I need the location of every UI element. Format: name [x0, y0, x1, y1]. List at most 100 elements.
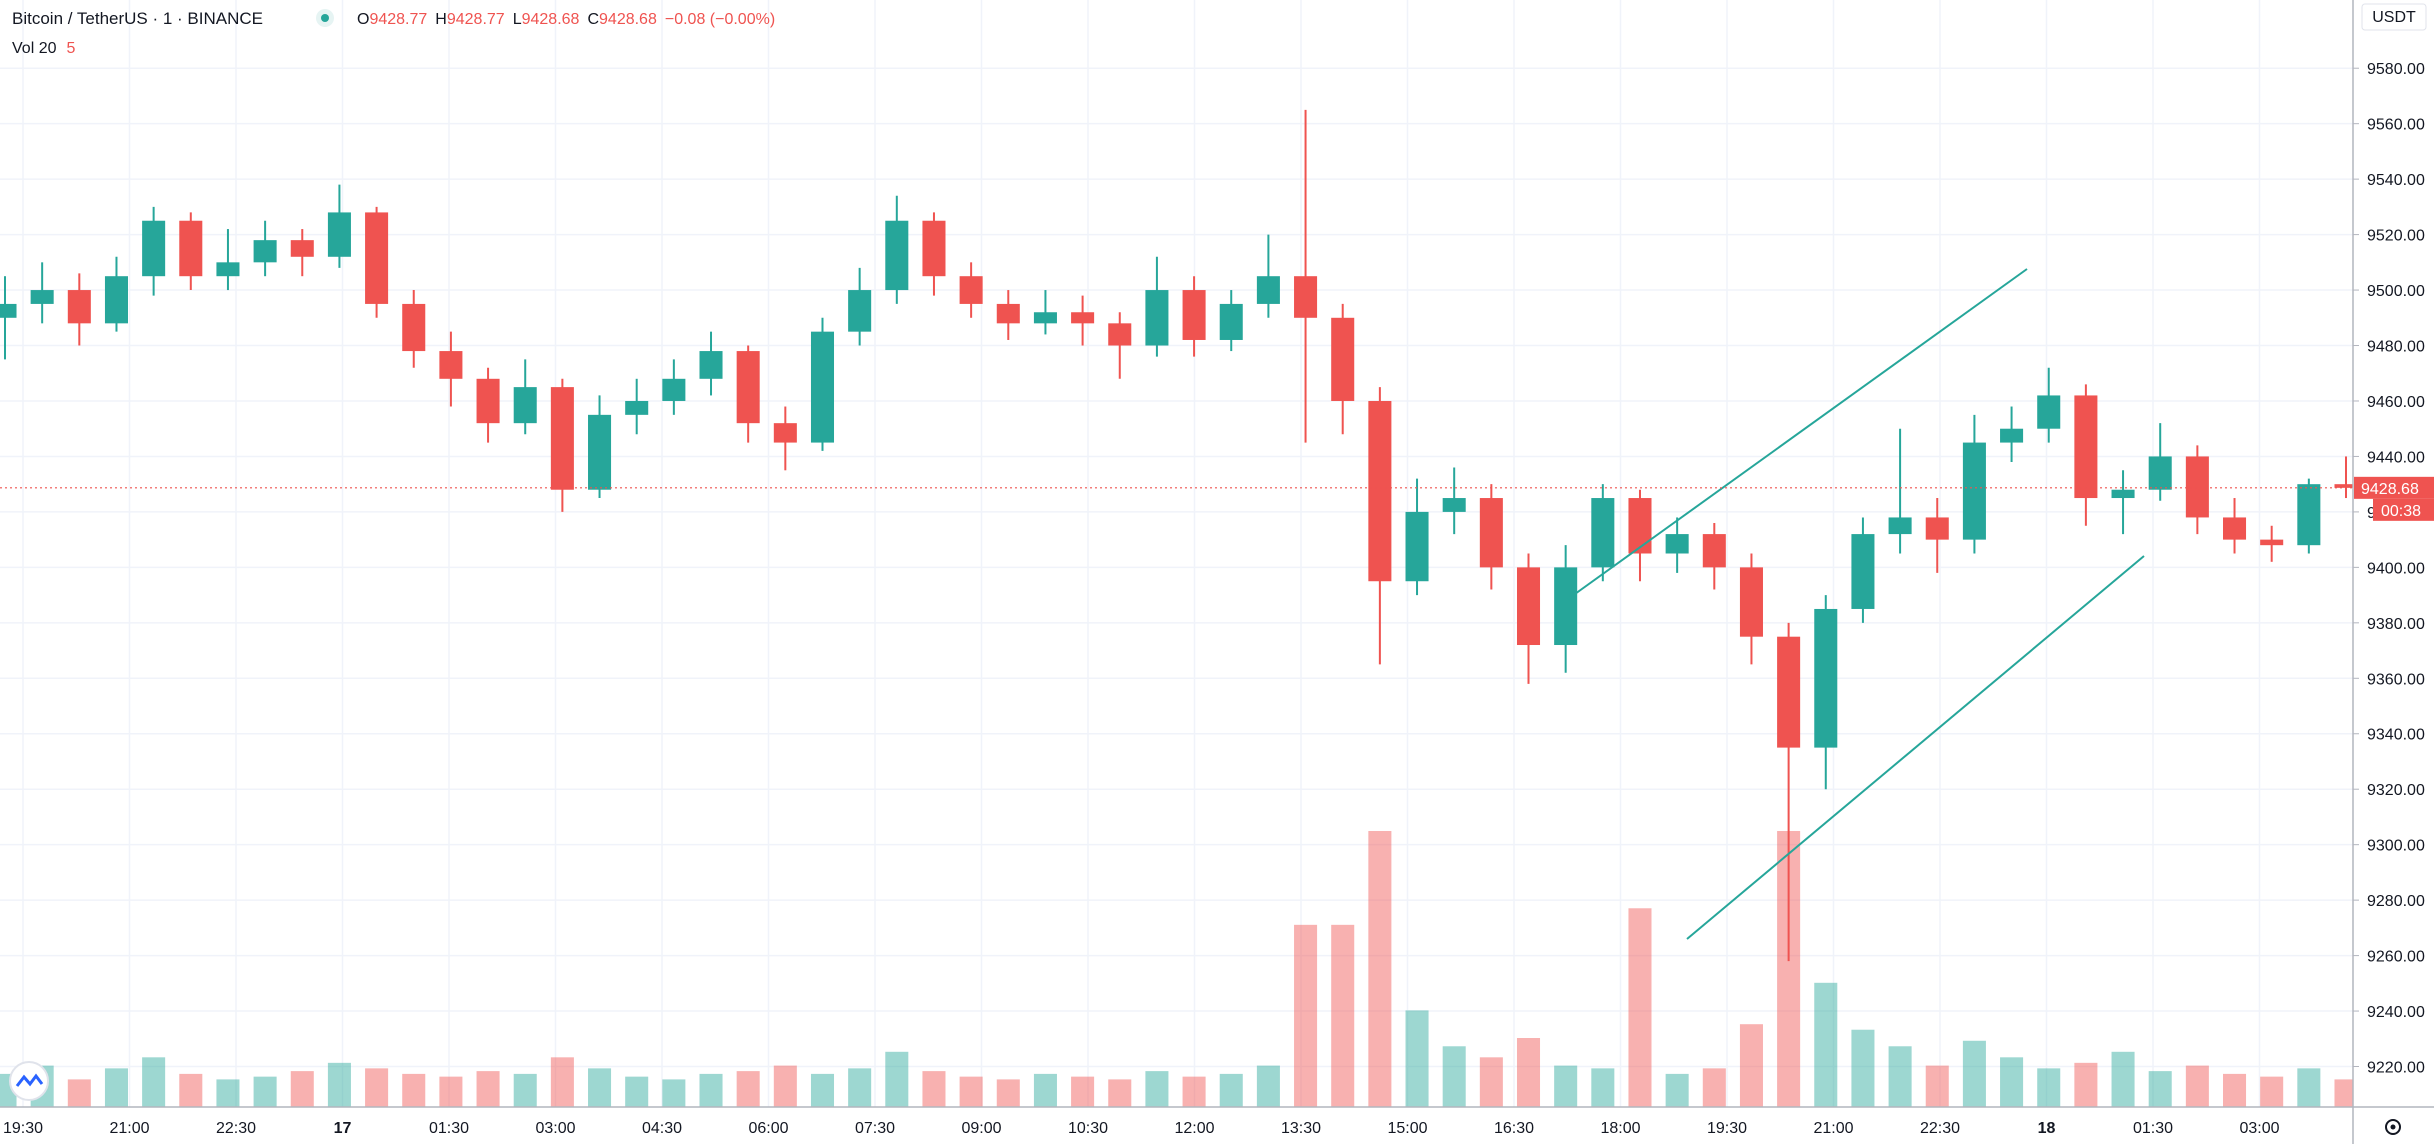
x-tick-label: 22:30 — [1920, 1120, 1960, 1137]
volume-bar — [2111, 1051, 2135, 1107]
candle-body — [2223, 517, 2247, 540]
volume-bar — [773, 1065, 797, 1107]
volume-bar — [1294, 924, 1318, 1107]
candle-body — [1554, 567, 1578, 646]
x-tick-label: 21:00 — [1813, 1120, 1853, 1137]
volume-bar — [1182, 1076, 1206, 1107]
y-tick-label: 9480.00 — [2367, 339, 2425, 356]
candle-body — [402, 303, 426, 352]
symbol-title[interactable]: Bitcoin / TetherUS · 1 · BINANCE — [12, 9, 263, 28]
candle-body — [67, 290, 91, 324]
y-tick-label: 9320.00 — [2367, 782, 2425, 799]
volume-bar — [327, 1062, 351, 1107]
candle-body — [216, 262, 240, 277]
candle-body — [290, 240, 314, 257]
x-tick-label: 16:30 — [1494, 1120, 1534, 1137]
volume-bar — [216, 1079, 240, 1107]
volume-bar — [253, 1076, 277, 1107]
volume-bar — [1516, 1038, 1541, 1107]
candle-body — [1591, 498, 1615, 568]
candle-body — [1368, 400, 1392, 582]
x-tick-label: 01:30 — [429, 1120, 469, 1137]
grid — [0, 0, 2353, 1107]
candle-body — [1108, 323, 1132, 346]
volume-bar — [439, 1076, 463, 1107]
volume-bar — [550, 1057, 574, 1107]
y-tick-label: 9540.00 — [2367, 172, 2425, 189]
volume-bar — [1405, 1010, 1429, 1107]
candle-body — [1442, 498, 1466, 512]
last-price-label: 9428.68 — [2361, 481, 2419, 498]
candle-body — [2074, 395, 2098, 499]
y-tick-label: 9360.00 — [2367, 671, 2425, 688]
volume-bar — [1368, 831, 1392, 1107]
candle-body — [922, 220, 946, 277]
y-tick-label: 9580.00 — [2367, 61, 2425, 78]
price-axis — [2353, 0, 2434, 1144]
x-tick-label: 06:00 — [748, 1120, 788, 1137]
ohlc-legend: O9428.77 H9428.77 L9428.68 C9428.68 −0.08 (−… — [357, 11, 775, 28]
y-tick-label: 9340.00 — [2367, 727, 2425, 744]
trend-line[interactable] — [1686, 555, 2145, 940]
candle-body — [699, 351, 723, 379]
x-tick-label: 09:00 — [961, 1120, 1001, 1137]
ohlc-key: H — [435, 11, 447, 28]
x-tick-label: 10:30 — [1068, 1120, 1108, 1137]
last-price-tag: 9428.68 00:38 — [2354, 476, 2434, 521]
volume-bar — [290, 1071, 314, 1107]
x-tick-label: 19:30 — [1707, 1120, 1747, 1137]
x-tick-label: 12:00 — [1174, 1120, 1214, 1137]
candle-body — [142, 220, 166, 277]
logo — [15, 1073, 44, 1087]
volume-bar — [2185, 1065, 2209, 1107]
candle-body — [1814, 608, 1838, 748]
candle-body — [1777, 636, 1801, 748]
candle-body — [2000, 428, 2024, 443]
candle-body — [2111, 489, 2135, 499]
candle-body — [2260, 539, 2284, 546]
candle-body — [1479, 498, 1503, 568]
candle-body — [625, 400, 649, 415]
candle-body — [365, 212, 389, 304]
volume-bar — [476, 1071, 500, 1107]
candle-body — [1294, 276, 1318, 318]
settings-button[interactable] — [2385, 1119, 2401, 1135]
gear-hub — [2390, 1124, 2396, 1130]
volume-bar — [1331, 924, 1355, 1107]
volume-bar — [699, 1073, 723, 1107]
ohlc-value: 9428.68 — [599, 11, 657, 28]
volume-bar — [1665, 1073, 1689, 1107]
candle-body — [810, 331, 835, 443]
volume-bar — [1628, 908, 1652, 1107]
y-tick-label: 9220.00 — [2367, 1060, 2425, 1077]
volume-bar — [365, 1068, 389, 1107]
candle-body — [1888, 517, 1912, 535]
x-tick-label: 01:30 — [2133, 1120, 2173, 1137]
candle-body — [476, 378, 500, 424]
volume-legend: Vol 20 5 — [12, 40, 75, 57]
y-tick-label: 9440.00 — [2367, 449, 2425, 466]
volume-bar — [848, 1068, 872, 1107]
candle-body — [1665, 534, 1689, 554]
candle-body — [2185, 456, 2209, 518]
candle-body — [2297, 484, 2321, 546]
volume-value: 5 — [66, 40, 75, 57]
volume-bar — [402, 1073, 426, 1107]
volume-bar — [1814, 982, 1838, 1107]
volume-bar — [2223, 1073, 2247, 1107]
currency-button[interactable] — [2361, 3, 2427, 31]
trend-line[interactable] — [1567, 268, 2028, 600]
volume-bar — [736, 1071, 760, 1107]
x-tick-label: 21:00 — [109, 1120, 149, 1137]
volume-bar — [1479, 1057, 1503, 1107]
x-tick-label: 07:30 — [855, 1120, 895, 1137]
volume-bar — [2148, 1071, 2172, 1107]
volume-bar — [142, 1057, 166, 1107]
candle-body — [1182, 290, 1206, 340]
candle-body — [179, 220, 203, 277]
y-tick-label: 9400.00 — [2367, 560, 2425, 577]
volume-bar — [1702, 1068, 1726, 1107]
volume-bar — [2297, 1068, 2321, 1107]
